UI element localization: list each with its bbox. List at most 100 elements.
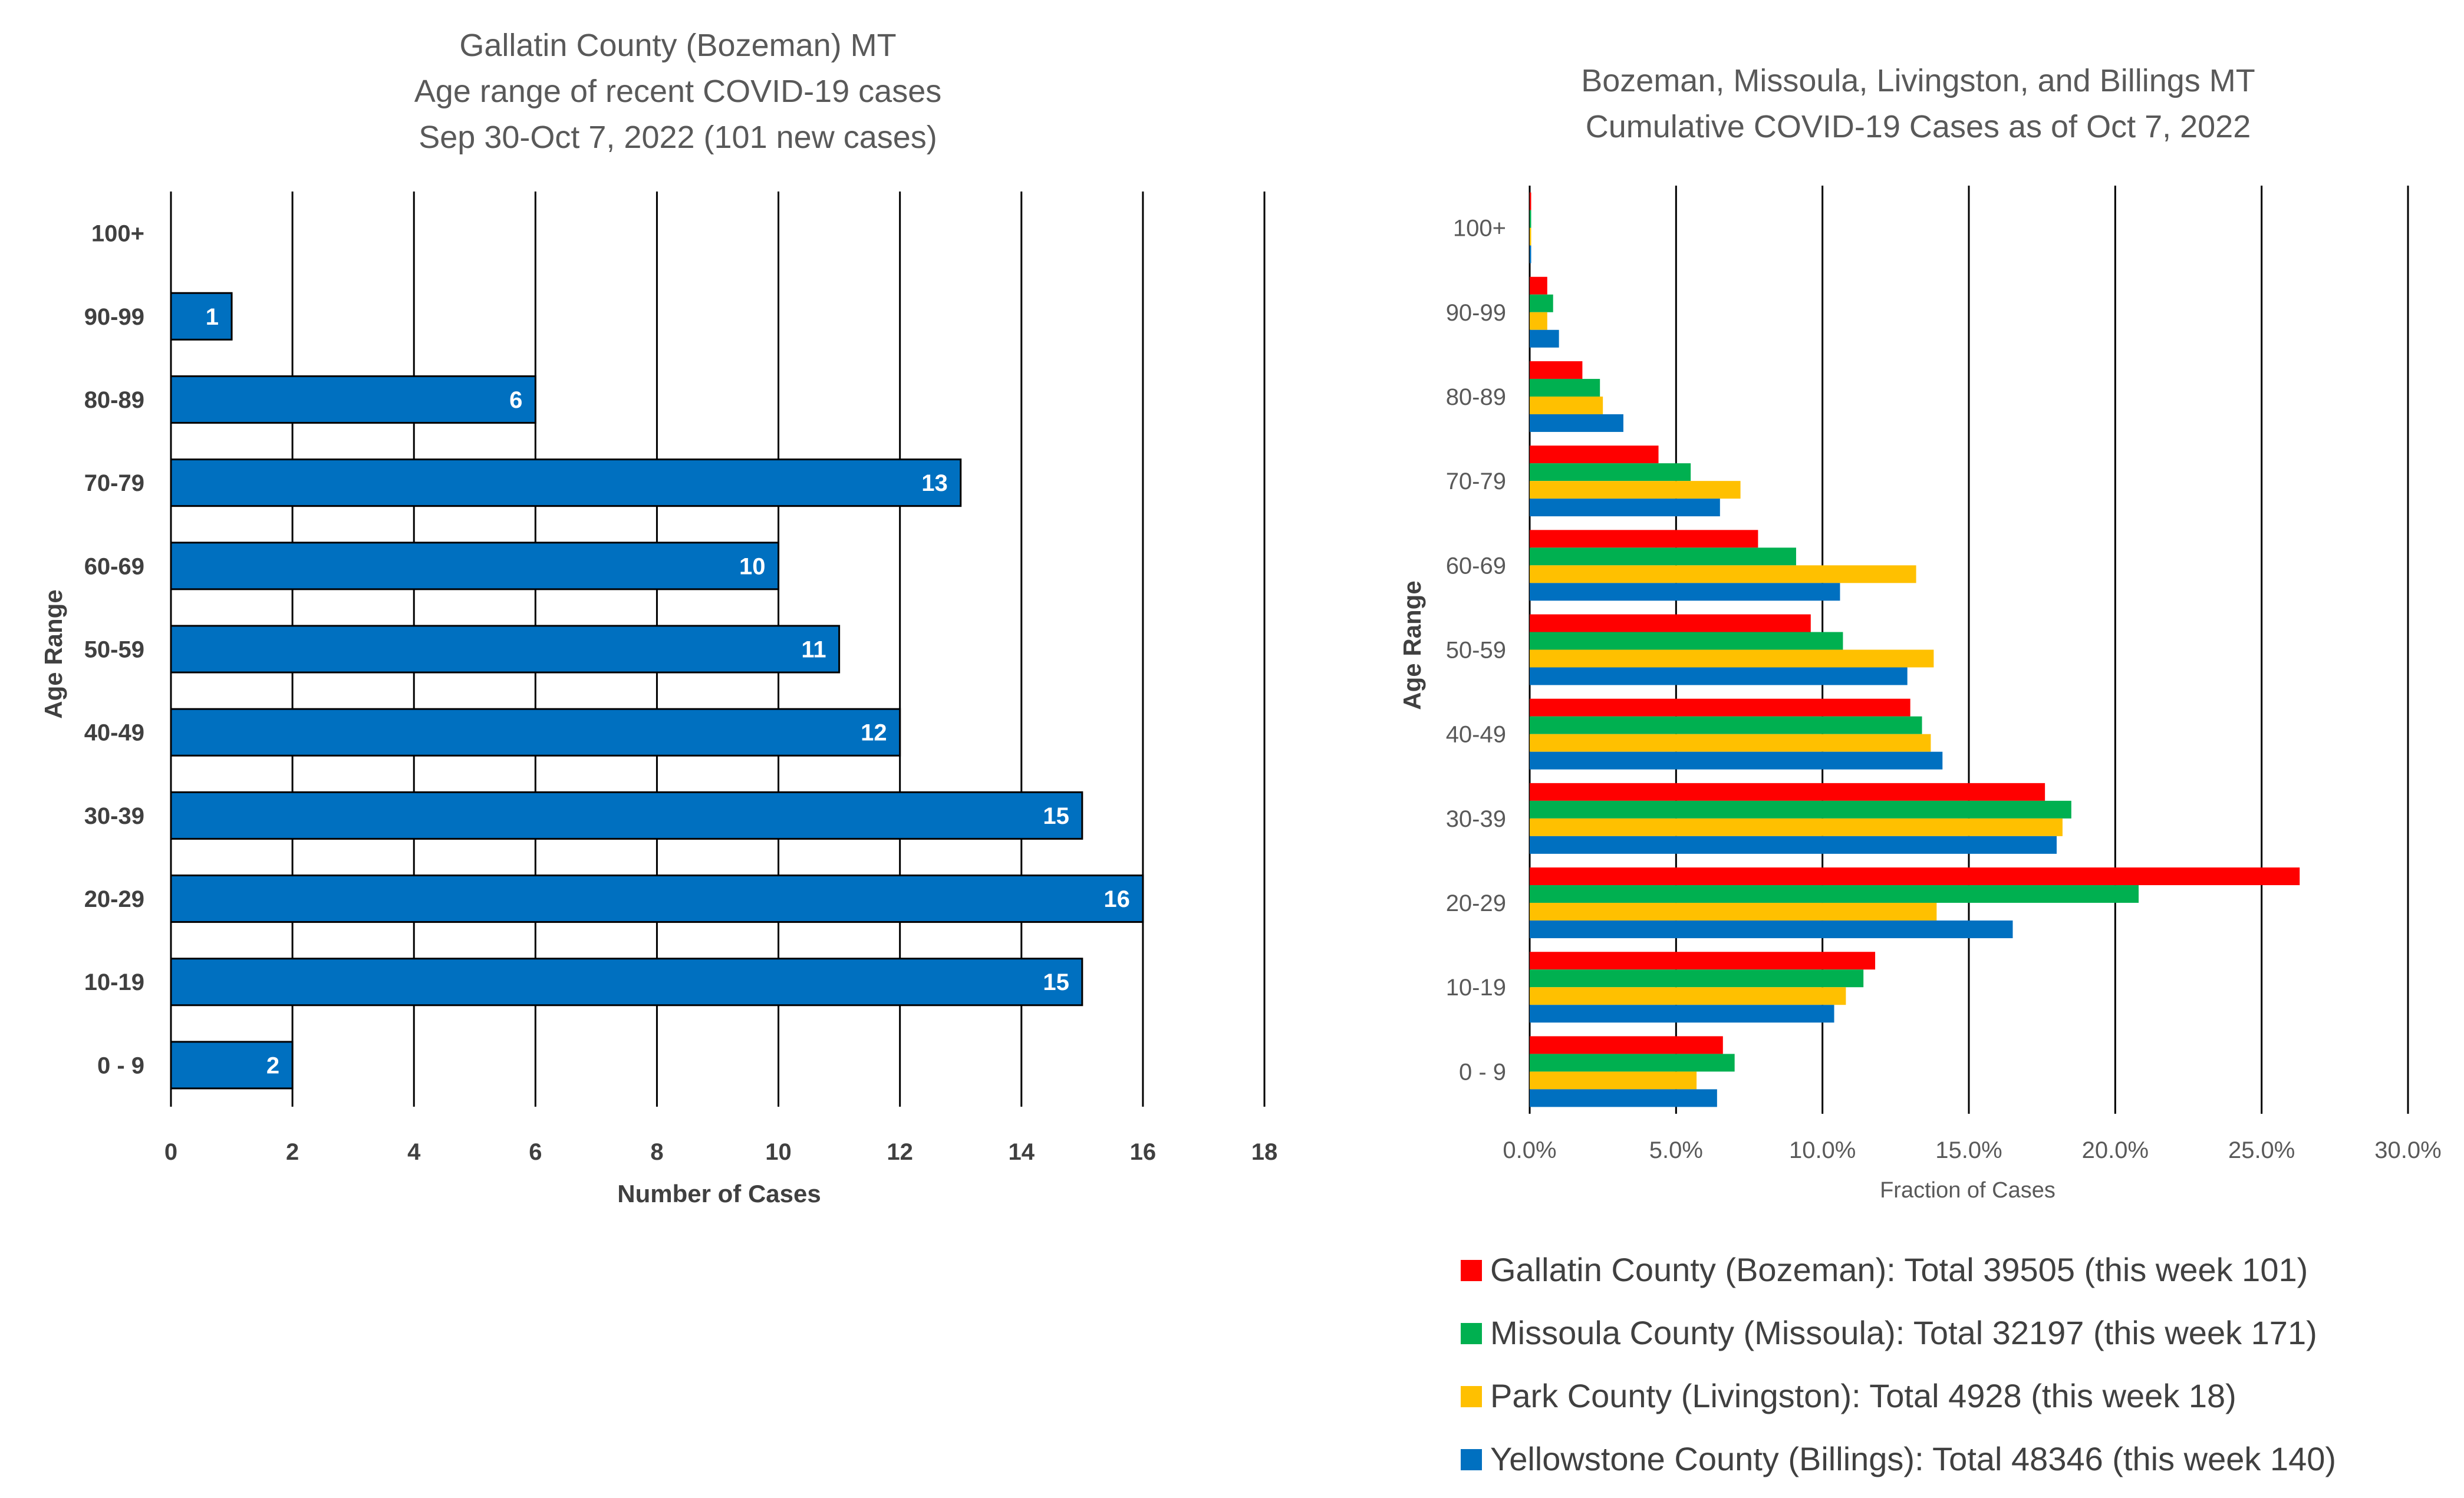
left-y-tick-label: 70-79 <box>84 470 144 496</box>
left-bar-data-label: 2 <box>266 1052 279 1078</box>
right-bar <box>1530 499 1720 517</box>
left-bar-data-label: 6 <box>509 387 522 413</box>
right-bar <box>1530 1005 1834 1023</box>
left-bar <box>170 625 841 674</box>
right-bar <box>1530 1054 1735 1072</box>
right-y-tick-label: 80-89 <box>1446 384 1506 410</box>
right-y-tick-label: 100+ <box>1453 216 1506 242</box>
left-y-tick-label: 90-99 <box>84 304 144 330</box>
left-x-tick-label: 8 <box>650 1139 663 1165</box>
right-bar <box>1530 920 2013 939</box>
right-chart-y-ticks: 0 - 9 10-19 20-29 30-39 40-49 50-59 60-69 70-79… <box>1446 216 1506 1085</box>
right-bar <box>1530 667 1908 685</box>
legend-entry-label: Gallatin County (Bozeman): Total 39505 (… <box>1490 1251 2308 1288</box>
right-bar <box>1530 903 1937 921</box>
right-bar <box>1530 698 1910 717</box>
right-bar <box>1530 649 1934 668</box>
legend-entry-label: Missoula County (Missoula): Total 32197 … <box>1490 1314 2317 1351</box>
right-bar <box>1530 800 2071 819</box>
left-bar <box>170 375 536 424</box>
left-x-tick-label: 0 <box>164 1139 177 1165</box>
legend-swatch <box>1461 1386 1482 1407</box>
left-bar-data-label: 11 <box>801 637 826 663</box>
right-bar <box>1530 818 2063 836</box>
right-chart-title-line-2: Cumulative COVID-19 Cases as of Oct 7, 2… <box>1586 109 2251 144</box>
left-chart-title-line-3: Sep 30-Oct 7, 2022 (101 new cases) <box>419 120 937 155</box>
right-bar <box>1530 245 1531 263</box>
right-bar <box>1530 565 1916 583</box>
right-bar <box>1530 227 1531 246</box>
right-bar <box>1530 414 1623 432</box>
left-x-tick-label: 16 <box>1130 1139 1157 1165</box>
left-bar <box>170 708 901 757</box>
legend-swatch <box>1461 1449 1482 1470</box>
right-x-tick-label: 0.0% <box>1503 1137 1556 1163</box>
right-bar <box>1530 446 1659 464</box>
right-y-tick-label: 20-29 <box>1446 890 1506 916</box>
left-x-tick-label: 10 <box>765 1139 792 1165</box>
left-bar-data-label: 13 <box>921 470 948 496</box>
left-y-tick-label: 10-19 <box>84 969 144 995</box>
right-x-tick-label: 10.0% <box>1789 1137 1856 1163</box>
right-bar <box>1530 987 1846 1005</box>
right-x-tick-label: 25.0% <box>2228 1137 2295 1163</box>
left-y-tick-label: 50-59 <box>84 637 144 663</box>
right-bar <box>1530 734 1931 752</box>
left-bar <box>170 542 780 590</box>
legend-entry-label: Park County (Livingston): Total 4928 (th… <box>1490 1377 2236 1414</box>
left-chart-y-axis-label: Age Range <box>39 589 67 718</box>
left-x-tick-label: 4 <box>407 1139 421 1165</box>
right-bar <box>1530 396 1603 414</box>
right-bar <box>1530 276 1547 295</box>
left-y-tick-label: 80-89 <box>84 387 144 413</box>
right-bar <box>1530 210 1531 228</box>
left-chart-y-ticks: 0 - 9 10-19 20-29 30-39 40-49 50-59 60-69 70-79… <box>84 221 144 1079</box>
right-bar <box>1530 885 2139 903</box>
left-x-tick-label: 12 <box>887 1139 913 1165</box>
right-bar <box>1530 463 1691 481</box>
right-bar <box>1530 783 2045 801</box>
left-x-tick-label: 6 <box>529 1139 542 1165</box>
right-bar <box>1530 192 1531 210</box>
left-chart-x-axis-label: Number of Cases <box>617 1180 821 1207</box>
right-bar <box>1530 716 1922 734</box>
right-bar <box>1530 530 1758 548</box>
right-bar <box>1530 312 1547 330</box>
right-bar <box>1530 1089 1717 1107</box>
left-bar <box>170 791 1083 840</box>
left-x-tick-label: 2 <box>286 1139 299 1165</box>
right-bar <box>1530 1036 1723 1054</box>
right-bar <box>1530 481 1741 499</box>
left-bar-data-label: 12 <box>861 720 887 746</box>
right-bar <box>1530 361 1583 379</box>
left-bar-data-label: 10 <box>739 553 766 579</box>
right-bar <box>1530 294 1553 312</box>
right-x-tick-label: 30.0% <box>2374 1137 2441 1163</box>
right-bar <box>1530 952 1876 970</box>
left-bar-data-label: 15 <box>1043 969 1069 995</box>
legend-swatch <box>1461 1260 1482 1281</box>
right-y-tick-label: 0 - 9 <box>1459 1059 1506 1085</box>
left-y-tick-label: 20-29 <box>84 886 144 912</box>
left-bar-data-label: 16 <box>1103 886 1130 912</box>
right-bar <box>1530 867 2300 886</box>
right-y-tick-label: 10-19 <box>1446 975 1506 1001</box>
right-chart-bars <box>1530 192 2300 1107</box>
right-bar <box>1530 329 1559 348</box>
left-chart-title-line-1: Gallatin County (Bozeman) MT <box>459 28 896 63</box>
right-bar <box>1530 1071 1697 1090</box>
legend-entry-label: Yellowstone County (Billings): Total 483… <box>1490 1440 2336 1477</box>
right-bar <box>1530 378 1600 397</box>
right-bar <box>1530 547 1796 566</box>
right-bar <box>1530 836 2057 854</box>
right-x-tick-label: 5.0% <box>1649 1137 1703 1163</box>
right-chart-legend: Gallatin County (Bozeman): Total 39505 (… <box>1461 1251 2336 1477</box>
right-x-tick-label: 15.0% <box>1935 1137 2002 1163</box>
right-chart-title-line-1: Bozeman, Missoula, Livingston, and Billi… <box>1581 63 2255 98</box>
legend-swatch <box>1461 1323 1482 1344</box>
right-chart-x-ticks: 0.0% 5.0% 10.0% 15.0% 20.0% 25.0% 30.0% <box>1503 1137 2441 1163</box>
right-y-tick-label: 40-49 <box>1446 722 1506 748</box>
left-chart-x-ticks: 0 2 4 6 8 10 12 14 16 18 <box>164 1139 1277 1165</box>
